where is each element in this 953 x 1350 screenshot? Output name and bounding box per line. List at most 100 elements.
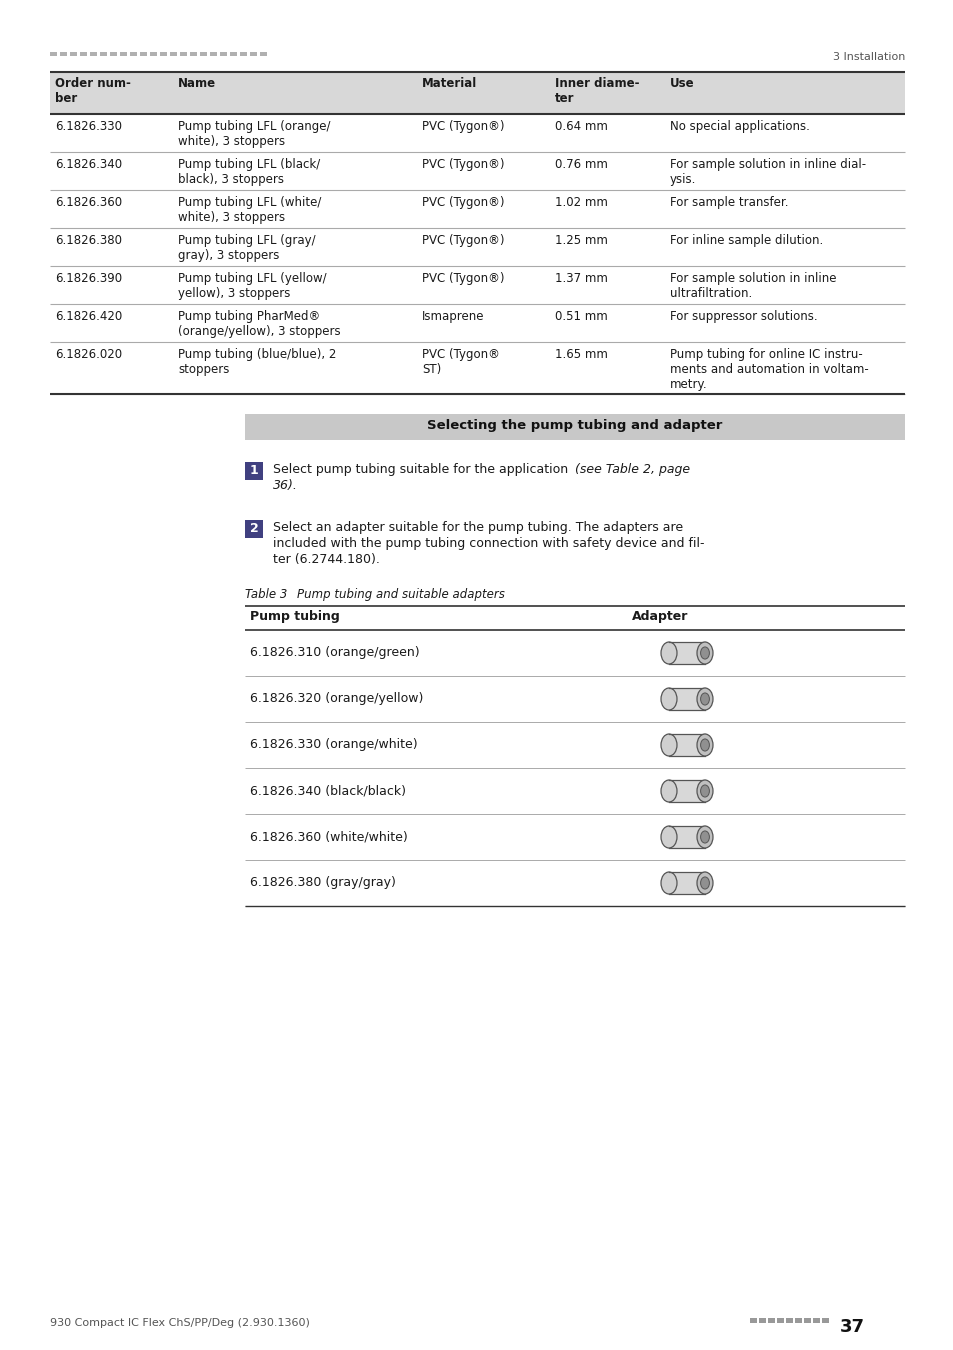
Text: PVC (Tygon®): PVC (Tygon®) [421,196,504,209]
Bar [110,53,117,55]
Text: 6.1826.380: 6.1826.380 [55,234,122,247]
Text: 6.1826.420: 6.1826.420 [55,310,122,323]
Bar [821,1318,828,1323]
Bar [668,688,704,710]
Ellipse shape [660,826,677,848]
Ellipse shape [700,738,709,751]
Text: (see Table 2, page: (see Table 2, page [575,463,689,477]
Text: Selecting the pump tubing and adapter: Selecting the pump tubing and adapter [427,418,722,432]
Text: 6.1826.340 (black/black): 6.1826.340 (black/black) [250,784,406,796]
Text: Pump tubing LFL (black/
black), 3 stoppers: Pump tubing LFL (black/ black), 3 stoppe… [178,158,320,186]
Text: 6.1826.330: 6.1826.330 [55,120,122,134]
Text: Pump tubing for online IC instru-
ments and automation in voltam-
metry.: Pump tubing for online IC instru- ments … [669,348,868,392]
Bar [50,72,904,113]
Ellipse shape [660,780,677,802]
Bar [120,53,127,55]
Text: 0.76 mm: 0.76 mm [555,158,607,171]
Text: 6.1826.320 (orange/yellow): 6.1826.320 (orange/yellow) [250,693,423,705]
Text: Ismaprene: Ismaprene [421,310,484,323]
Bar [260,53,267,55]
Text: Select an adapter suitable for the pump tubing. The adapters are: Select an adapter suitable for the pump … [273,521,682,535]
Text: 3 Installation: 3 Installation [832,53,904,62]
Bar [668,872,704,894]
Bar [749,1318,757,1323]
Text: Name: Name [178,77,216,90]
Text: Material: Material [421,77,476,90]
Text: 1.37 mm: 1.37 mm [555,271,607,285]
Text: Select pump tubing suitable for the application: Select pump tubing suitable for the appl… [273,463,572,477]
Ellipse shape [700,693,709,705]
Bar [230,53,236,55]
Bar [759,1318,765,1323]
Bar [190,53,196,55]
Ellipse shape [700,647,709,659]
Text: 1: 1 [250,464,258,477]
Text: Use: Use [669,77,694,90]
Text: 0.51 mm: 0.51 mm [555,310,607,323]
Text: 6.1826.340: 6.1826.340 [55,158,122,171]
Bar [668,734,704,756]
Text: No special applications.: No special applications. [669,120,809,134]
Text: Pump tubing LFL (white/
white), 3 stoppers: Pump tubing LFL (white/ white), 3 stoppe… [178,196,321,224]
Bar [50,53,57,55]
Text: 36).: 36). [273,479,297,491]
Text: 1.25 mm: 1.25 mm [555,234,607,247]
Text: Order num-
ber: Order num- ber [55,77,131,105]
Text: Adapter: Adapter [631,610,688,622]
Text: PVC (Tygon®): PVC (Tygon®) [421,271,504,285]
Text: For sample solution in inline dial-
ysis.: For sample solution in inline dial- ysis… [669,158,865,186]
Bar [668,780,704,802]
Text: 1.02 mm: 1.02 mm [555,196,607,209]
Text: 37: 37 [840,1318,864,1336]
Ellipse shape [697,872,712,894]
Bar [170,53,177,55]
Ellipse shape [697,643,712,664]
Bar [240,53,247,55]
Text: 930 Compact IC Flex ChS/PP/Deg (2.930.1360): 930 Compact IC Flex ChS/PP/Deg (2.930.13… [50,1318,310,1328]
Bar [245,520,263,539]
Text: For inline sample dilution.: For inline sample dilution. [669,234,822,247]
Text: 2: 2 [250,522,258,535]
Text: Pump tubing LFL (gray/
gray), 3 stoppers: Pump tubing LFL (gray/ gray), 3 stoppers [178,234,315,262]
Text: PVC (Tygon®): PVC (Tygon®) [421,120,504,134]
Ellipse shape [660,734,677,756]
Bar [100,53,107,55]
Text: 6.1826.360 (white/white): 6.1826.360 (white/white) [250,830,407,842]
Bar [150,53,157,55]
Text: Pump tubing LFL (yellow/
yellow), 3 stoppers: Pump tubing LFL (yellow/ yellow), 3 stop… [178,271,326,300]
Ellipse shape [660,688,677,710]
Bar [200,53,207,55]
Bar [140,53,147,55]
Bar [70,53,77,55]
Bar [180,53,187,55]
Ellipse shape [697,780,712,802]
Bar [785,1318,792,1323]
Ellipse shape [697,688,712,710]
Bar [245,462,263,481]
Text: For suppressor solutions.: For suppressor solutions. [669,310,817,323]
Bar [60,53,67,55]
Text: Pump tubing PharMed®
(orange/yellow), 3 stoppers: Pump tubing PharMed® (orange/yellow), 3 … [178,310,340,338]
Text: PVC (Tygon®): PVC (Tygon®) [421,158,504,171]
Text: Pump tubing (blue/blue), 2
stoppers: Pump tubing (blue/blue), 2 stoppers [178,348,336,377]
Text: Inner diame-
ter: Inner diame- ter [555,77,639,105]
Ellipse shape [700,832,709,842]
Bar [250,53,256,55]
Ellipse shape [697,734,712,756]
Ellipse shape [700,878,709,890]
Bar [803,1318,810,1323]
Text: Pump tubing: Pump tubing [250,610,339,622]
Text: 1.65 mm: 1.65 mm [555,348,607,360]
Text: 0.64 mm: 0.64 mm [555,120,607,134]
Bar [767,1318,774,1323]
Text: 6.1826.330 (orange/white): 6.1826.330 (orange/white) [250,738,417,751]
Bar [668,826,704,848]
Bar [160,53,167,55]
Text: 6.1826.360: 6.1826.360 [55,196,122,209]
Bar [812,1318,820,1323]
Text: PVC (Tygon®): PVC (Tygon®) [421,234,504,247]
Bar [776,1318,783,1323]
Text: 6.1826.310 (orange/green): 6.1826.310 (orange/green) [250,647,419,659]
Bar [130,53,137,55]
Text: Table 3: Table 3 [245,589,302,601]
